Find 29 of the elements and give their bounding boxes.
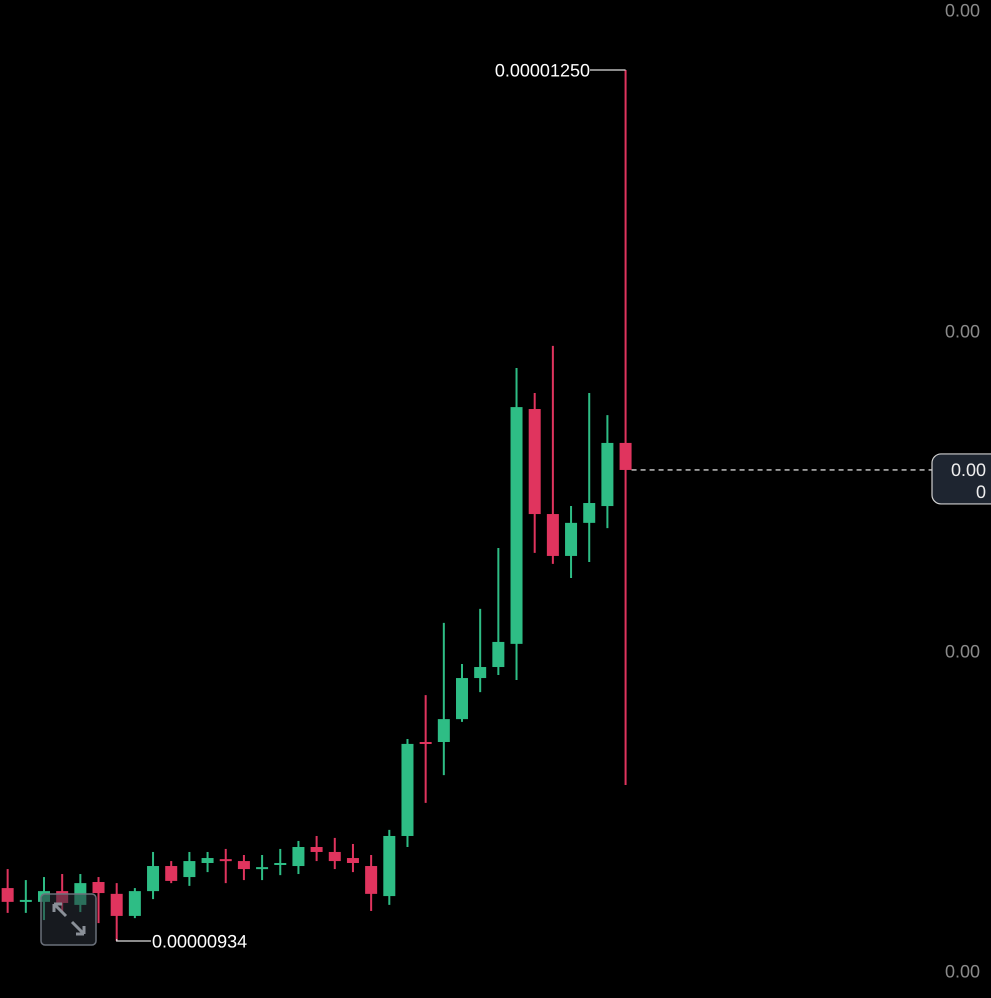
ref-line-label: 0.00 0 (950, 460, 986, 502)
text: 0.00 (945, 321, 980, 342)
candlestick (620, 69, 632, 786)
candlestick (92, 876, 105, 924)
text: 0.00 (945, 0, 980, 20)
candlestick (20, 879, 32, 914)
candlestick (292, 840, 304, 876)
candlestick (420, 694, 432, 804)
text: 0.00 (945, 641, 980, 662)
candlestick (328, 836, 341, 870)
candlestick (110, 882, 123, 942)
annotation: 0.00001250 (494, 60, 590, 80)
candlestick (165, 860, 178, 884)
candlestick (583, 392, 596, 564)
candlestick (256, 854, 268, 882)
candlestick (38, 876, 50, 922)
candlestick (183, 850, 196, 887)
candlestick (274, 848, 286, 876)
candlestick (346, 842, 359, 874)
candlestick (238, 854, 250, 882)
candlestick (74, 873, 86, 914)
candlestick (202, 850, 214, 874)
candlestick (474, 608, 486, 694)
candlestick (438, 622, 450, 776)
annotation: 0.00000934 (152, 931, 248, 952)
candlestick (220, 848, 232, 884)
candlestick (2, 868, 14, 914)
text: 0.00 (945, 961, 980, 982)
candlestick (310, 834, 323, 862)
